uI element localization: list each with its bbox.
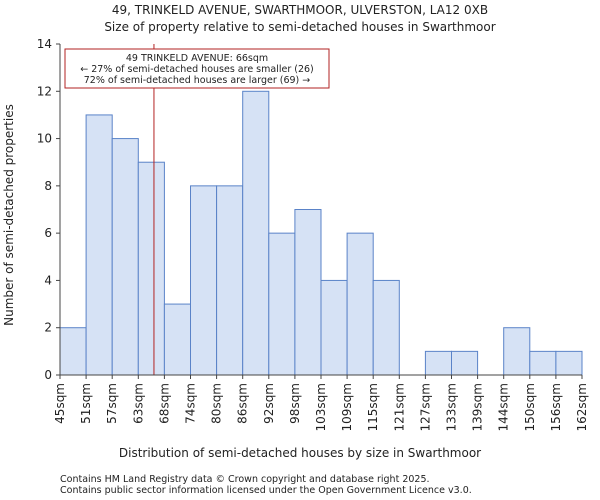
- x-tick-label: 133sqm: [445, 383, 459, 431]
- bar-98sqm: [294, 209, 322, 376]
- y-tick-label: 12: [37, 84, 52, 98]
- x-tick-label: 162sqm: [575, 383, 589, 431]
- bar-57sqm: [111, 138, 139, 376]
- bar-86sqm: [242, 90, 270, 376]
- y-tick-label: 10: [37, 132, 52, 146]
- bar-115sqm: [372, 279, 400, 376]
- x-tick-label: 115sqm: [366, 383, 380, 431]
- bar-74sqm: [190, 185, 218, 376]
- x-tick-label: 63sqm: [131, 383, 145, 424]
- y-tick-label: 2: [44, 321, 52, 335]
- annotation-line1: 49 TRINKELD AVENUE: 66sqm: [126, 53, 268, 64]
- footer-line2: Contains public sector information licen…: [60, 485, 472, 496]
- bar-80sqm: [216, 185, 244, 376]
- footer-line1: Contains HM Land Registry data © Crown c…: [60, 474, 430, 485]
- bar-103sqm: [320, 279, 348, 376]
- bar-92sqm: [268, 232, 296, 376]
- x-tick-label: 68sqm: [157, 383, 171, 424]
- x-tick-label: 150sqm: [523, 383, 537, 431]
- x-tick-label: 127sqm: [418, 383, 432, 431]
- bar-144sqm: [503, 327, 531, 376]
- bar-45sqm: [59, 327, 87, 376]
- bar-51sqm: [85, 114, 113, 376]
- y-tick-label: 4: [44, 273, 52, 287]
- bar-133sqm: [451, 350, 479, 376]
- annotation-line2: ← 27% of semi-detached houses are smalle…: [80, 64, 314, 75]
- x-tick-label: 139sqm: [471, 383, 485, 431]
- bar-63sqm: [137, 161, 165, 376]
- x-tick-label: 86sqm: [236, 383, 250, 424]
- x-tick-label: 103sqm: [314, 383, 328, 431]
- x-tick-label: 121sqm: [392, 383, 406, 431]
- bar-150sqm: [529, 350, 557, 376]
- bars: [59, 90, 583, 376]
- y-tick-label: 8: [44, 179, 52, 193]
- x-tick-label: 74sqm: [184, 383, 198, 424]
- bar-68sqm: [163, 303, 191, 376]
- x-tick-label: 57sqm: [105, 383, 119, 424]
- y-axis-ticks: 0 2 4 6 8 10 12 14: [37, 37, 60, 382]
- chart-title-line1: 49, TRINKELD AVENUE, SWARTHMOOR, ULVERST…: [112, 3, 488, 17]
- annotation-line3: 72% of semi-detached houses are larger (…: [84, 75, 311, 86]
- x-tick-label: 109sqm: [340, 383, 354, 431]
- bar-127sqm: [424, 350, 452, 376]
- x-tick-label: 156sqm: [549, 383, 563, 431]
- bar-109sqm: [346, 232, 374, 376]
- x-tick-label: 45sqm: [53, 383, 67, 424]
- bar-156sqm: [555, 350, 583, 376]
- chart-title-line2: Size of property relative to semi-detach…: [104, 20, 495, 34]
- x-axis-ticks: 45sqm 51sqm 57sqm 63sqm 68sqm 74sqm 80sqm 86sqm…: [53, 375, 589, 431]
- annotation-rect: [64, 48, 330, 89]
- x-tick-label: 80sqm: [210, 383, 224, 424]
- y-axis-label: Number of semi-detached properties: [2, 104, 16, 326]
- annotation-box: 49 TRINKELD AVENUE: 66sqm ← 27% of semi-…: [64, 48, 330, 89]
- x-tick-label: 98sqm: [288, 383, 302, 424]
- y-tick-label: 6: [44, 226, 52, 240]
- x-tick-label: 144sqm: [497, 383, 511, 431]
- y-tick-label: 0: [44, 368, 52, 382]
- x-tick-label: 92sqm: [262, 383, 276, 424]
- x-tick-label: 51sqm: [79, 383, 93, 424]
- y-tick-label: 14: [37, 37, 52, 51]
- x-axis-label: Distribution of semi-detached houses by …: [119, 446, 481, 460]
